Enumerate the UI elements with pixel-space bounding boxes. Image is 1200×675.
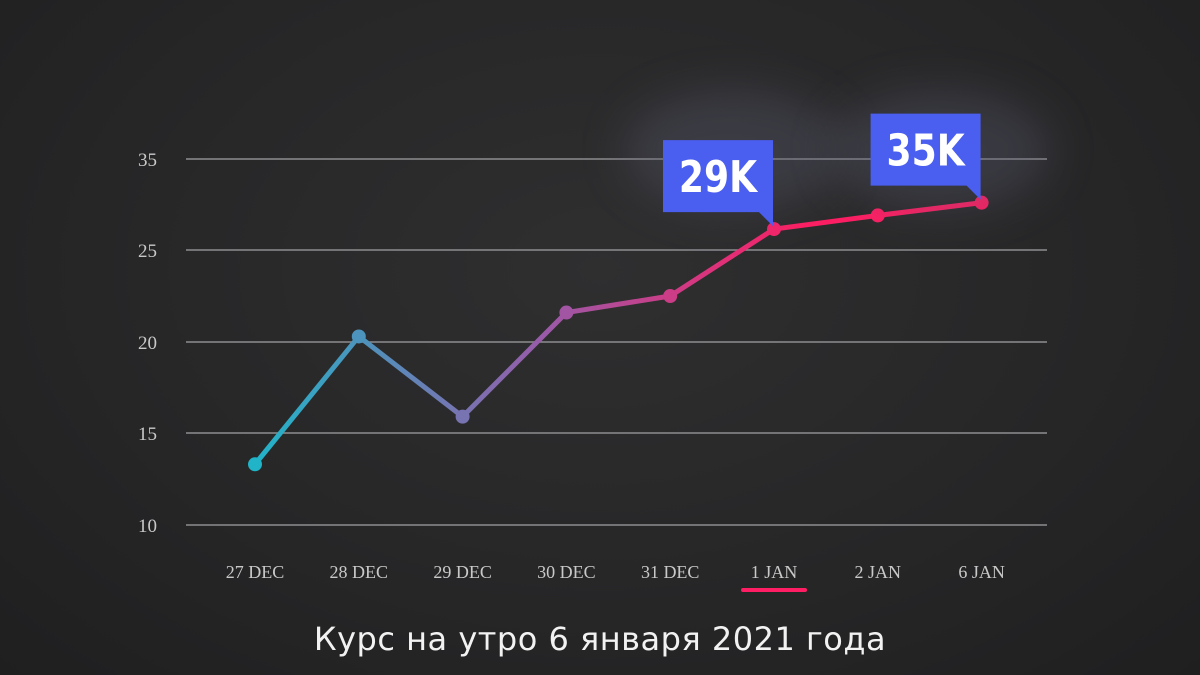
series-line (252, 200, 985, 467)
x-tick-label: 27 DEC (226, 562, 285, 582)
y-tick-label: 10 (138, 516, 157, 537)
callout-bubble (663, 140, 773, 227)
callout-label: 35K (887, 126, 967, 176)
data-point (870, 208, 885, 223)
data-point (455, 409, 470, 424)
callouts: 29K 35K (624, 90, 1052, 227)
y-tick-label: 35 (138, 150, 157, 171)
data-points (248, 195, 989, 472)
callout-bubble (870, 113, 981, 200)
data-point (248, 457, 262, 472)
data-series (252, 200, 985, 467)
y-tick-label: 25 (138, 241, 157, 262)
x-tick-label: 31 DEC (641, 562, 700, 582)
x-tick-label: 29 DEC (433, 562, 492, 582)
data-point (767, 222, 781, 237)
x-tick-label: 2 JAN (855, 562, 902, 582)
x-tick-label: 1 JAN (751, 562, 798, 582)
y-axis-ticks: 10 15 20 25 35 (138, 150, 157, 537)
grid-lines (186, 158, 1047, 526)
data-point (663, 289, 678, 303)
x-axis-ticks: 27 DEC 28 DEC 29 DEC 30 DEC 31 DEC 1 JAN 2 JAN… (226, 562, 1005, 592)
x-tick-label: 28 DEC (330, 562, 389, 582)
y-tick-label: 20 (138, 333, 157, 354)
data-point (559, 305, 574, 320)
x-tick-label: 30 DEC (537, 562, 596, 582)
data-point (351, 329, 366, 344)
x-tick-label: 6 JAN (958, 562, 1005, 582)
chart-caption: Курс на утро 6 января 2021 года (313, 620, 887, 658)
callout-label: 29K (679, 153, 759, 203)
y-tick-label: 15 (138, 424, 157, 445)
